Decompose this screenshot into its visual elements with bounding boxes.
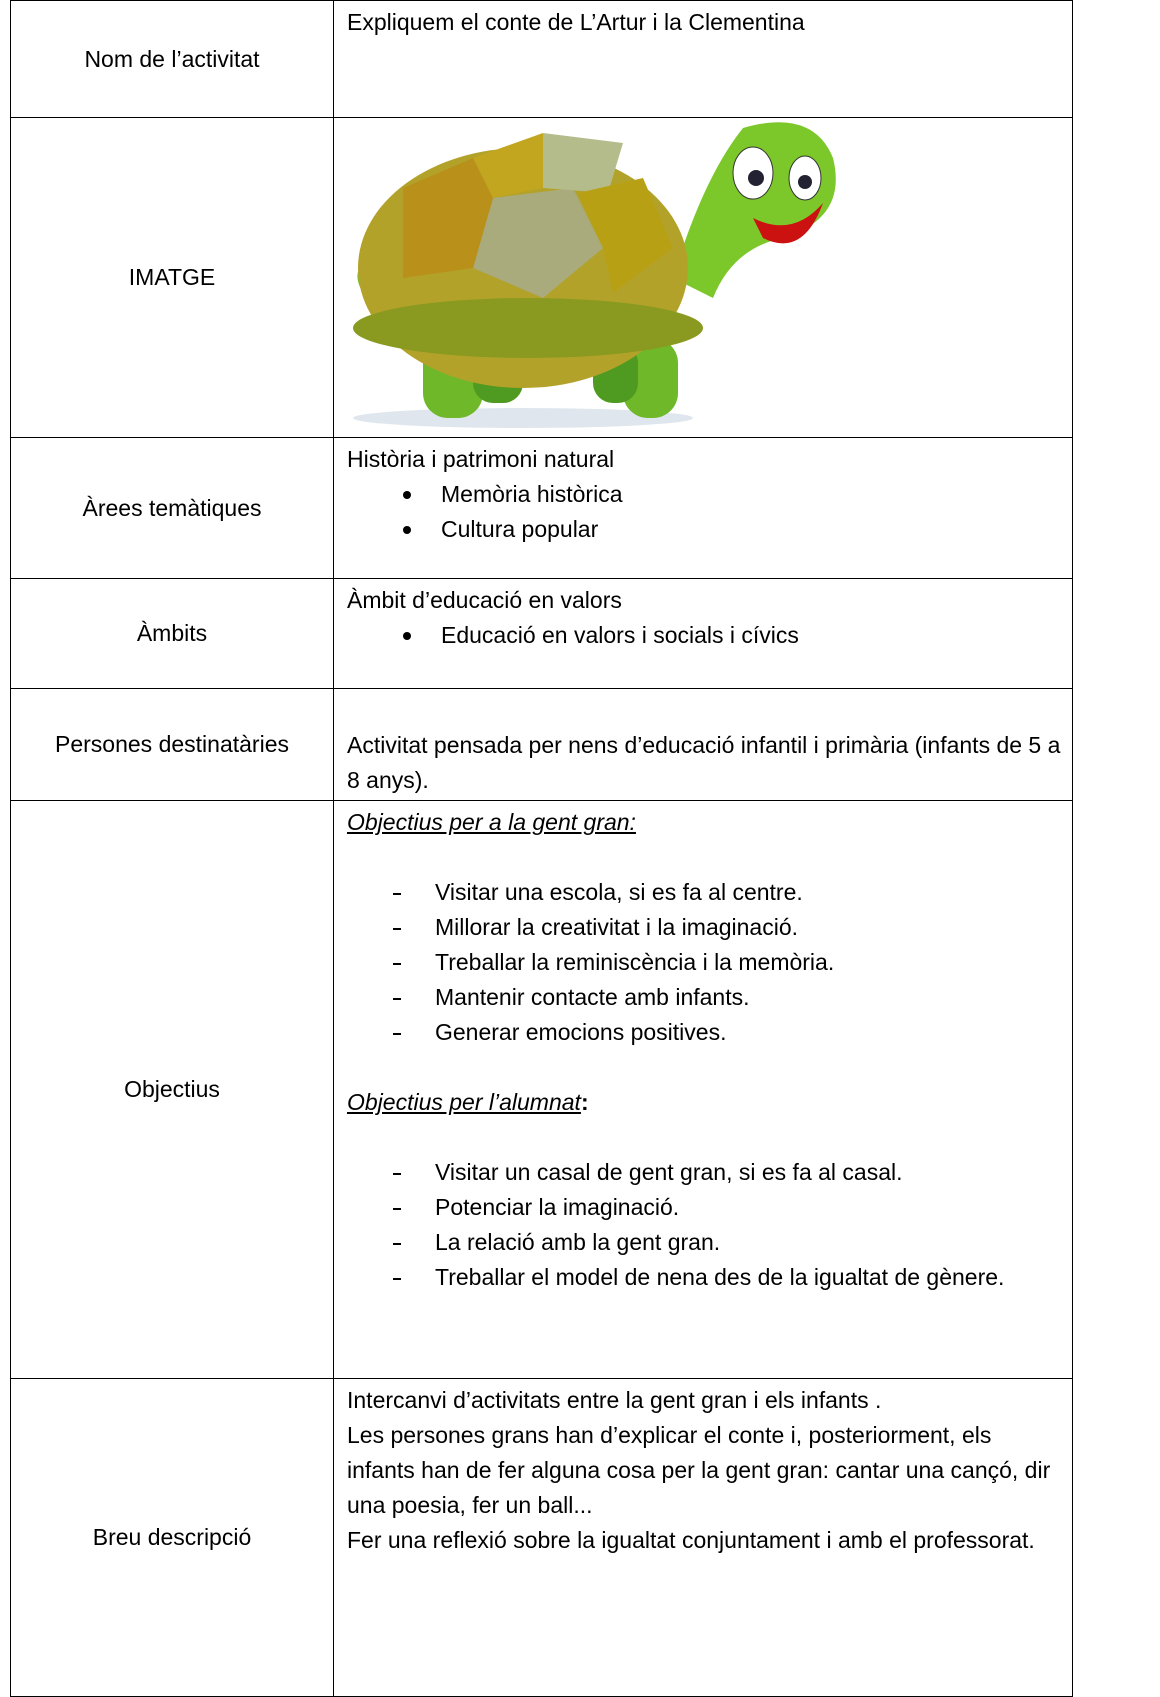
table-row: Nom de l’activitat Expliquem el conte de … <box>10 0 1073 118</box>
row-label: IMATGE <box>10 117 334 438</box>
row-label: Persones destinatàries <box>10 688 334 801</box>
activity-table: Nom de l’activitat Expliquem el conte de … <box>10 0 1073 1697</box>
shell-plate <box>578 178 673 293</box>
dash-item: Visitar una escola, si es fa al centre. <box>347 875 1062 910</box>
spacer <box>347 1120 1062 1155</box>
row-label: Àrees temàtiques <box>10 437 334 579</box>
bullet-item: Educació en valors i socials i cívics <box>347 618 1062 653</box>
content-heading: Història i patrimoni natural <box>347 446 615 472</box>
shell-plate <box>473 133 543 198</box>
row-content: Objectius per a la gent gran: Visitar una… <box>333 800 1073 1379</box>
content-heading: Àmbit d’educació en valors <box>347 587 622 613</box>
table-row: Objectius Objectius per a la gent gran: Vi… <box>10 800 1073 1379</box>
bullet-item: Memòria històrica <box>347 477 1062 512</box>
table-row: IMATGE <box>10 117 1073 438</box>
content-text: Activitat pensada per nens d’educació in… <box>347 732 1061 793</box>
shell-plate <box>543 133 623 193</box>
row-content: Activitat pensada per nens d’educació in… <box>333 688 1073 801</box>
dash-item: Mantenir contacte amb infants. <box>347 980 1062 1015</box>
row-content: Àmbit d’educació en valors Educació en va… <box>333 578 1073 689</box>
paragraph: Intercanvi d’activitats entre la gent gr… <box>347 1387 882 1413</box>
row-label: Breu descripció <box>10 1378 334 1697</box>
pupil <box>798 175 812 189</box>
section-heading: Objectius per a la gent gran: <box>347 809 636 835</box>
row-content: Intercanvi d’activitats entre la gent gr… <box>333 1378 1073 1697</box>
content-text: Expliquem el conte de L’Artur i la Cleme… <box>347 9 805 35</box>
shell-plate <box>403 158 493 278</box>
section-heading-line: Objectius per a la gent gran: <box>347 805 1062 840</box>
spacer <box>347 693 1062 728</box>
row-label: Nom de l’activitat <box>10 0 334 118</box>
table-row: Breu descripció Intercanvi d’activitats e… <box>10 1378 1073 1697</box>
dash-item: Treballar la reminiscència i la memòria. <box>347 945 1062 980</box>
row-label: Objectius <box>10 800 334 1379</box>
dash-item: Millorar la creativitat i la imaginació. <box>347 910 1062 945</box>
dash-item: Treballar el model de nena des de la igu… <box>347 1260 1062 1295</box>
section-heading: Objectius per l’alumnat <box>347 1089 581 1115</box>
pupil <box>748 170 764 186</box>
row-content: Història i patrimoni natural Memòria hist… <box>333 437 1073 579</box>
spacer <box>347 840 1062 875</box>
dash-item: Generar emocions positives. <box>347 1015 1062 1050</box>
paragraph: Fer una reflexió sobre la igualtat conju… <box>347 1527 1035 1553</box>
shell-rim <box>353 298 703 358</box>
dash-item: La relació amb la gent gran. <box>347 1225 1062 1260</box>
section-heading-line: Objectius per l’alumnat: <box>347 1085 1062 1120</box>
table-row: Persones destinatàries Activitat pensada … <box>10 688 1073 801</box>
shell-plate <box>473 188 603 298</box>
dash-item: Visitar un casal de gent gran, si es fa … <box>347 1155 1062 1190</box>
spacer <box>347 1050 1062 1085</box>
table-row: Àmbits Àmbit d’educació en valors Educació… <box>10 578 1073 689</box>
dash-item: Potenciar la imaginació. <box>347 1190 1062 1225</box>
row-content <box>333 117 1073 438</box>
turtle-image <box>353 122 836 428</box>
paragraph: Les persones grans han d’explicar el con… <box>347 1422 1051 1518</box>
row-label: Àmbits <box>10 578 334 689</box>
table-row: Àrees temàtiques Història i patrimoni nat… <box>10 437 1073 579</box>
bullet-item: Cultura popular <box>347 512 1062 547</box>
mouth <box>753 203 823 244</box>
row-content: Expliquem el conte de L’Artur i la Cleme… <box>333 0 1073 118</box>
heading-suffix: : <box>580 1089 589 1115</box>
table-body: Nom de l’activitat Expliquem el conte de … <box>10 0 1073 1697</box>
